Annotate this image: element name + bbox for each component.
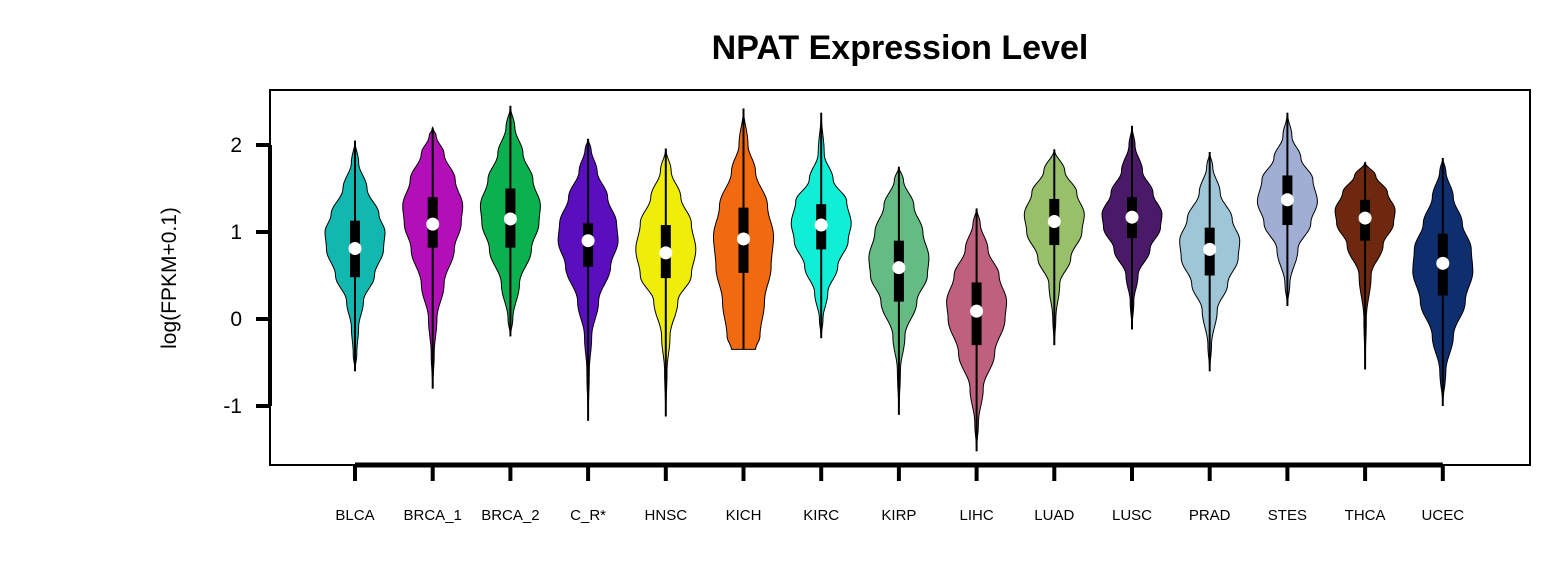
x-axis: BLCA BRCA_1 BRCA_2 C_R* HNSC KICH KIRC KIRP LIHC…: [335, 462, 1465, 524]
violin-median-point: [970, 304, 984, 318]
violin-median-point: [581, 234, 595, 248]
violin-median-point: [1203, 242, 1217, 256]
violin-ucec: [1412, 157, 1474, 407]
violin-blca: [324, 140, 386, 372]
x-tick-label: PRAD: [1189, 507, 1231, 524]
violin-median-point: [348, 242, 362, 256]
violin-kich: [713, 108, 774, 350]
violin-kirc: [790, 112, 852, 339]
violin-prad: [1179, 151, 1241, 372]
x-tick-label: BLCA: [335, 507, 374, 524]
y-axis: 2 1 0 -1: [223, 134, 272, 418]
violin-median-point: [1280, 193, 1294, 207]
x-tick-label: KIRC: [803, 507, 839, 524]
violin-median-point: [1125, 210, 1139, 224]
x-tick-label: BRCA_2: [481, 507, 539, 524]
x-tick-label: THCA: [1345, 507, 1386, 524]
violin-thca: [1334, 161, 1396, 370]
y-tick-label: 2: [230, 134, 242, 157]
x-tick-label: BRCA_1: [404, 507, 462, 524]
violin-median-point: [659, 246, 673, 260]
y-axis-label: log(FPKM+0.1): [158, 207, 181, 349]
violin-median-point: [1436, 256, 1450, 270]
violin-median-point: [1047, 215, 1061, 229]
x-tick-label: LIHC: [960, 507, 994, 524]
violin-median-point: [737, 232, 750, 246]
violin-median-point: [892, 261, 906, 275]
violin-median-point: [503, 212, 517, 226]
y-tick-label: 0: [230, 308, 242, 331]
violin-brca-2: [479, 105, 541, 337]
x-tick-label: LUSC: [1112, 507, 1152, 524]
violin-c-r-: [557, 138, 619, 421]
violin-kirp: [868, 166, 930, 415]
x-tick-label: KICH: [726, 507, 762, 524]
violin-stes: [1256, 112, 1318, 306]
violin-brca-1: [402, 126, 464, 389]
x-tick-label: KIRP: [881, 507, 916, 524]
x-tick-label: UCEC: [1422, 507, 1465, 524]
violin-lihc: [946, 208, 1008, 452]
violin-luad: [1023, 149, 1085, 346]
chart-title: NPAT Expression Level: [712, 29, 1089, 67]
violin-median-point: [814, 218, 828, 232]
x-tick-label: STES: [1268, 507, 1307, 524]
y-tick-label: 1: [230, 221, 242, 244]
x-tick-label: HNSC: [645, 507, 688, 524]
violin-hnsc: [635, 148, 697, 417]
x-tick-label: C_R*: [570, 507, 606, 524]
violin-lusc: [1101, 125, 1163, 330]
violin-median-point: [1358, 211, 1372, 225]
violin-median-point: [426, 217, 440, 231]
violins: [324, 105, 1474, 452]
x-tick-label: LUAD: [1034, 507, 1074, 524]
y-tick-label: -1: [223, 395, 242, 418]
